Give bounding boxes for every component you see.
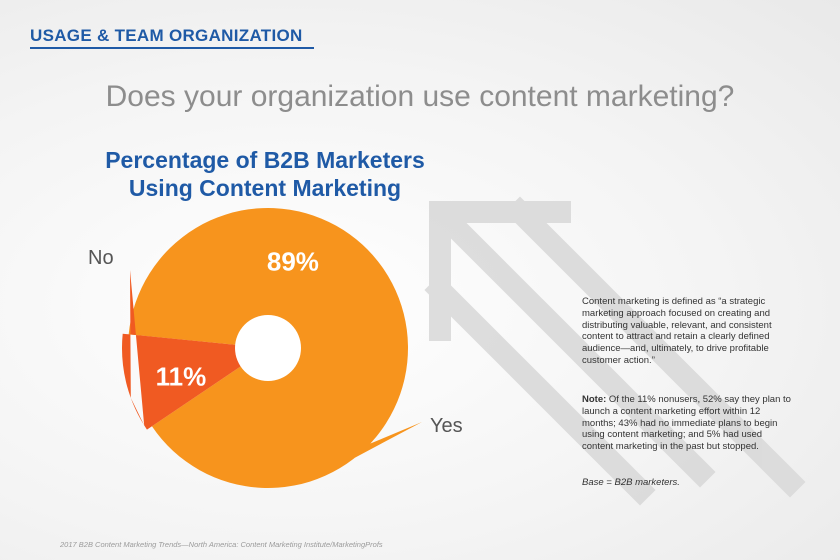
chart-title-line-1: Percentage of B2B Marketers — [105, 147, 425, 173]
base-text: Base = B2B marketers. — [582, 477, 680, 488]
chart-title: Percentage of B2B Marketers Using Conten… — [80, 146, 450, 202]
donut-hole — [235, 315, 301, 381]
source-citation: 2017 B2B Content Marketing Trends—North … — [60, 540, 383, 549]
arrow-up-left-icon — [424, 196, 806, 506]
section-tag: USAGE & TEAM ORGANIZATION — [30, 26, 303, 45]
page-question: Does your organization use content marke… — [105, 80, 735, 113]
note-text: Note: Of the 11% nonusers, 52% say they … — [582, 394, 792, 453]
slice-no — [122, 270, 268, 430]
value-label-yes: 89% — [267, 246, 319, 276]
section-rule — [30, 47, 314, 49]
definition-text: Content marketing is defined as “a strat… — [582, 296, 772, 366]
category-label-yes: Yes — [430, 415, 463, 437]
note-body: Of the 11% nonusers, 52% say they plan t… — [582, 394, 791, 453]
chart-title-line-2: Using Content Marketing — [128, 175, 402, 201]
value-label-no: 11% — [156, 362, 207, 392]
note-label: Note: — [582, 394, 607, 405]
category-label-no: No — [88, 247, 114, 269]
